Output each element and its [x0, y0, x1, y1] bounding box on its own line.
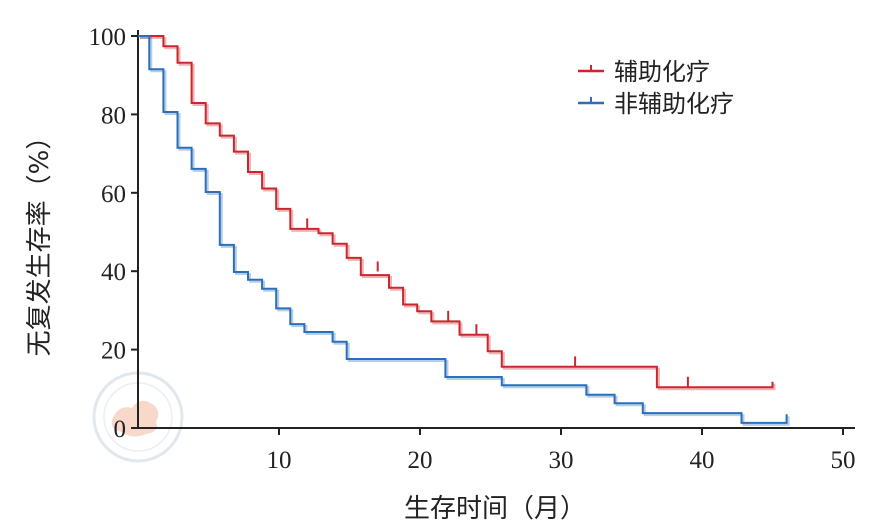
survival-curves [138, 35, 790, 426]
y-tick-label: 60 [101, 181, 126, 208]
series-shadow-line [140, 37, 790, 426]
x-axis-ticks: 10 20 30 40 50 [267, 428, 856, 474]
series-shadow-line [140, 37, 776, 391]
series-line [138, 35, 788, 424]
x-tick-label: 10 [267, 447, 292, 474]
x-tick-label: 20 [408, 447, 433, 474]
legend-label: 辅助化疗 [614, 58, 710, 86]
y-tick-label: 40 [101, 259, 126, 286]
x-tick-label: 40 [690, 447, 715, 474]
y-tick-label: 0 [114, 416, 127, 443]
series-group [138, 35, 790, 426]
axes: 10 20 30 40 50 0 20 40 60 80 100 [89, 24, 856, 474]
series-group [138, 35, 776, 391]
x-tick-label: 30 [549, 447, 574, 474]
series-line [138, 35, 774, 389]
y-tick-label: 20 [101, 338, 126, 365]
legend-label: 非辅助化疗 [614, 90, 734, 118]
x-tick-label: 50 [831, 447, 856, 474]
legend-item: 辅助化疗 [578, 58, 710, 86]
legend-item: 非辅助化疗 [578, 90, 734, 118]
y-axis-title: 无复发生存率（%） [25, 124, 55, 357]
y-tick-label: 100 [89, 24, 127, 51]
y-tick-label: 80 [101, 102, 126, 129]
x-axis-title: 生存时间（月） [404, 494, 586, 524]
y-axis-ticks: 0 20 40 60 80 100 [89, 24, 138, 443]
